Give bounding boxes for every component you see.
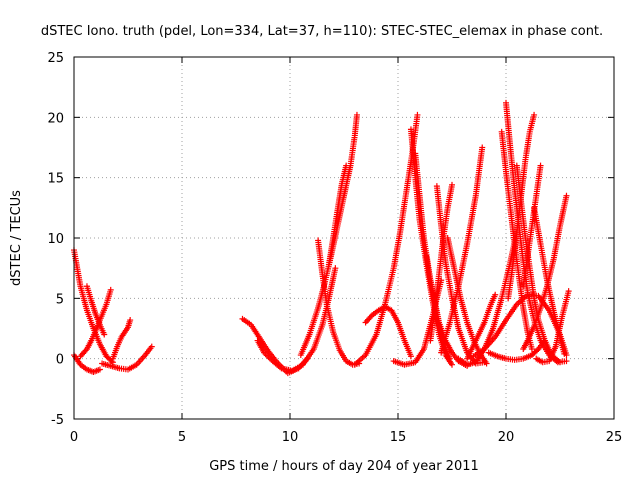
data-track: [71, 247, 116, 366]
data-point: [407, 353, 414, 360]
data-track: [427, 181, 455, 344]
data-points: [71, 99, 572, 377]
grid: [74, 57, 614, 419]
data-point: [148, 343, 155, 350]
data-track: [99, 343, 155, 373]
data-point: [446, 355, 453, 362]
y-tick-label: 15: [47, 172, 64, 187]
x-tick-label: 10: [282, 430, 299, 445]
y-tick-label: 5: [56, 292, 64, 307]
data-point: [531, 111, 538, 118]
data-point: [537, 162, 544, 169]
y-tick-label: 0: [56, 353, 64, 368]
data-track: [83, 283, 108, 338]
data-point: [127, 317, 134, 324]
data-track: [315, 237, 363, 368]
data-point: [557, 359, 563, 366]
y-axis-label: dSTEC / TECUs: [9, 190, 24, 286]
data-point: [343, 162, 350, 169]
data-track: [464, 291, 499, 362]
x-tick-label: 15: [390, 430, 407, 445]
y-tick-label: 25: [47, 51, 64, 66]
plot-frame: [73, 56, 615, 420]
data-track: [254, 265, 339, 374]
data-point: [353, 111, 360, 118]
data-point: [563, 192, 570, 199]
data-track: [297, 111, 360, 359]
x-tick-label: 0: [70, 430, 78, 445]
data-point: [565, 288, 572, 295]
x-tick-label: 20: [498, 430, 515, 445]
data-track: [531, 204, 568, 357]
data-point: [492, 291, 499, 298]
data-track: [109, 317, 134, 362]
data-point: [449, 361, 455, 368]
data-point: [563, 358, 570, 365]
y-tick-label: -5: [51, 413, 64, 428]
data-track: [438, 144, 486, 356]
data-point: [96, 366, 103, 373]
y-tick-label: 10: [47, 232, 64, 247]
x-tick-label: 25: [606, 430, 623, 445]
data-point: [414, 111, 421, 118]
data-point: [449, 181, 455, 188]
data-point: [107, 286, 114, 293]
data-track: [77, 286, 114, 360]
data-point: [483, 360, 490, 367]
data-point: [479, 144, 486, 151]
data-point: [332, 265, 339, 272]
data-track: [325, 162, 350, 268]
data-point: [528, 346, 535, 353]
chart-title: dSTEC Iono. truth (pdel, Lon=334, Lat=37…: [41, 24, 603, 39]
data-point: [561, 350, 568, 357]
x-axis-label: GPS time / hours of day 204 of year 2011: [209, 459, 479, 474]
data-track: [351, 111, 421, 368]
data-track: [71, 352, 103, 375]
y-tick-label: 20: [47, 111, 64, 126]
x-tick-label: 5: [178, 430, 186, 445]
data-point: [101, 331, 108, 338]
